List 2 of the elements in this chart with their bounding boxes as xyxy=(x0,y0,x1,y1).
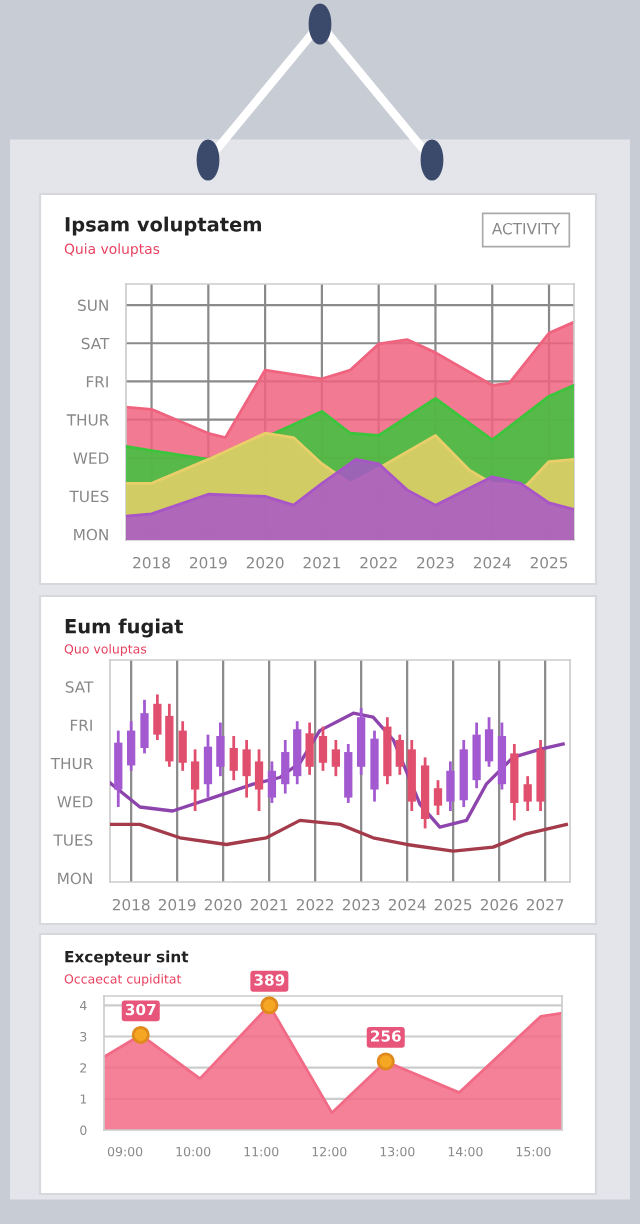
chart-title: Eum fugiat xyxy=(65,618,184,638)
chart-title: Ipsam voluptatem xyxy=(65,216,261,236)
